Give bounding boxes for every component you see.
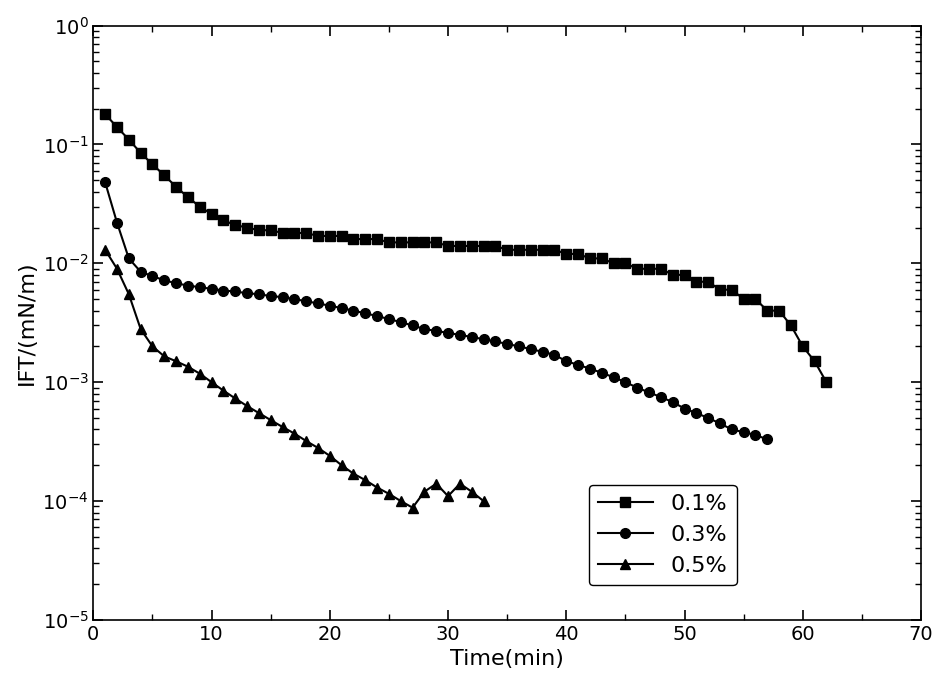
0.5%	[289, 429, 300, 438]
0.5%	[430, 480, 442, 488]
0.3%	[100, 178, 111, 187]
Line: 0.1%: 0.1%	[101, 109, 831, 387]
0.5%	[454, 480, 466, 488]
0.1%	[726, 285, 737, 294]
0.5%	[218, 386, 229, 394]
0.1%	[821, 378, 832, 386]
X-axis label: Time(min): Time(min)	[450, 650, 564, 670]
0.5%	[395, 497, 407, 505]
0.1%	[100, 110, 111, 118]
0.5%	[407, 504, 418, 512]
0.1%	[537, 246, 548, 254]
0.3%	[135, 268, 146, 276]
0.5%	[324, 452, 335, 460]
0.1%	[808, 357, 820, 366]
0.5%	[348, 469, 359, 477]
0.5%	[159, 352, 170, 360]
0.5%	[265, 416, 276, 424]
0.3%	[560, 357, 572, 366]
Legend: 0.1%, 0.3%, 0.5%: 0.1%, 0.3%, 0.5%	[589, 485, 736, 585]
0.5%	[254, 409, 265, 417]
0.5%	[313, 444, 324, 452]
0.5%	[230, 394, 241, 403]
0.5%	[146, 342, 158, 351]
0.5%	[336, 461, 348, 469]
0.5%	[383, 490, 394, 498]
0.1%	[289, 229, 300, 237]
0.3%	[276, 293, 288, 301]
0.3%	[124, 255, 135, 263]
0.5%	[419, 488, 430, 496]
0.5%	[194, 370, 205, 378]
0.5%	[371, 484, 383, 492]
0.5%	[478, 497, 489, 505]
0.3%	[762, 436, 773, 444]
0.5%	[111, 265, 123, 273]
0.5%	[135, 325, 146, 333]
0.3%	[549, 351, 560, 359]
0.5%	[124, 290, 135, 298]
0.5%	[100, 246, 111, 254]
Y-axis label: IFT/(mN/m): IFT/(mN/m)	[17, 261, 37, 385]
0.5%	[443, 492, 454, 500]
0.5%	[170, 357, 181, 366]
0.1%	[241, 224, 253, 232]
0.5%	[300, 437, 312, 445]
0.5%	[276, 423, 288, 431]
0.5%	[182, 363, 194, 371]
Line: 0.3%: 0.3%	[101, 178, 772, 445]
0.5%	[241, 402, 253, 410]
0.1%	[159, 172, 170, 180]
0.5%	[206, 378, 218, 386]
0.3%	[383, 315, 394, 323]
Line: 0.5%: 0.5%	[101, 245, 488, 512]
0.5%	[466, 488, 478, 496]
0.5%	[360, 476, 371, 484]
